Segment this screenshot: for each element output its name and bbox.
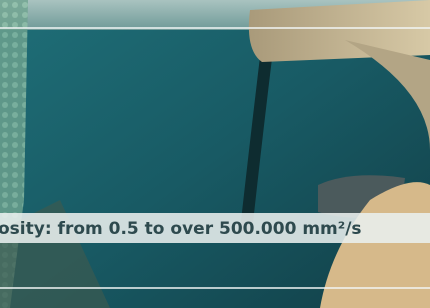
caption-text: osity: from 0.5 to over 500.000 mm²/s [0,219,362,239]
screenshot: osity: from 0.5 to over 500.000 mm²/s [0,0,430,308]
photo [0,0,430,308]
pipe [249,0,430,62]
